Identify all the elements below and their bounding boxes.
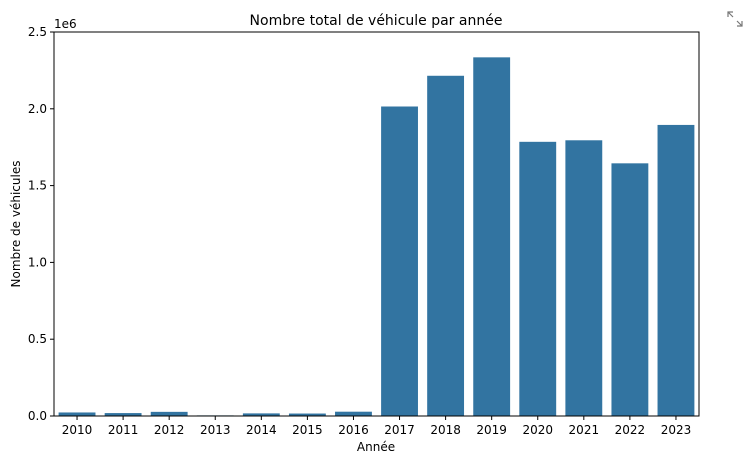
x-tick-label: 2018: [430, 423, 461, 437]
y-tick-label: 1.0: [28, 255, 47, 269]
bar-2023: [657, 124, 695, 416]
x-tick-label: 2012: [154, 423, 185, 437]
expand-icon: [727, 11, 743, 27]
bar-2021: [565, 140, 603, 416]
x-tick-label: 2015: [292, 423, 323, 437]
bar-2012: [150, 411, 188, 416]
y-tick-label: 2.0: [28, 102, 47, 116]
x-tick-label: 2021: [569, 423, 600, 437]
y-tick-label: 1.5: [28, 179, 47, 193]
x-tick-label: 2023: [661, 423, 692, 437]
x-tick-label: 2017: [384, 423, 415, 437]
y-tick-label: 0.5: [28, 332, 47, 346]
x-tick-label: 2013: [200, 423, 231, 437]
bar-2022: [611, 163, 649, 416]
bar-2019: [473, 57, 511, 417]
x-ticks: 2010 2011 2012 2013 2014 2015 2016 2017 2018 2019…: [62, 416, 691, 437]
x-tick-label: 2016: [338, 423, 369, 437]
bars-group: [58, 57, 695, 417]
bar-2011: [104, 413, 142, 416]
plot-frame: [53, 31, 700, 417]
y-offset-text: 1e6: [54, 17, 77, 31]
x-tick-label: 2019: [476, 423, 507, 437]
x-tick-label: 2010: [62, 423, 93, 437]
y-tick-label: 0.0: [28, 409, 47, 423]
expand-button[interactable]: [726, 10, 744, 28]
x-tick-label: 2022: [615, 423, 646, 437]
y-axis-label: Nombre de véhicules: [9, 161, 23, 288]
x-tick-label: 2020: [522, 423, 553, 437]
x-tick-label: 2014: [246, 423, 277, 437]
y-ticks: 0.0 0.5 1.0 1.5 2.0 2.5: [28, 25, 54, 423]
y-tick-label: 2.5: [28, 25, 47, 39]
bar-2017: [381, 106, 418, 416]
bar-2014: [242, 413, 280, 416]
bar-2015: [288, 413, 326, 416]
bar-2010: [58, 412, 96, 416]
bar-2020: [519, 141, 557, 416]
bar-2016: [335, 411, 372, 416]
chart-title: Nombre total de véhicule par année: [250, 13, 503, 29]
x-tick-label: 2011: [108, 423, 139, 437]
bar-2018: [427, 75, 465, 416]
x-axis-label: Année: [357, 440, 395, 454]
